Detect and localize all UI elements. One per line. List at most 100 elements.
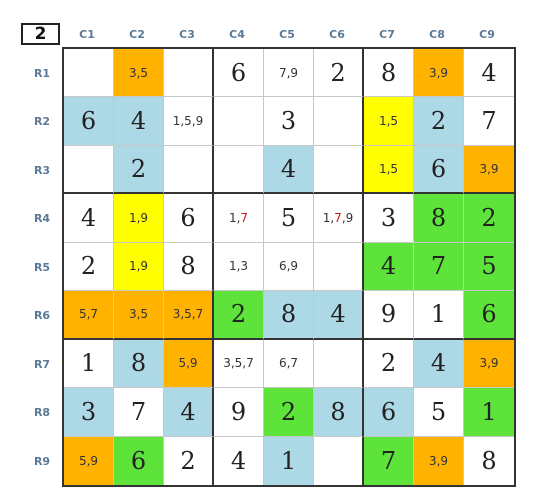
cell-r8c6[interactable]: 8 <box>314 388 364 437</box>
cell-r4c2[interactable]: 1,9 <box>114 194 164 243</box>
cell-value: 1 <box>430 300 447 329</box>
cell-r3c9[interactable]: 3,9 <box>464 145 514 195</box>
cell-r6c5[interactable]: 8 <box>264 291 314 340</box>
cell-r9c6[interactable] <box>314 436 364 485</box>
cell-r1c9[interactable]: 4 <box>464 49 514 98</box>
cell-r6c9[interactable]: 6 <box>464 291 514 340</box>
cell-r5c2[interactable]: 1,9 <box>114 242 164 292</box>
cell-r1c3[interactable] <box>164 49 214 98</box>
cell-r4c4[interactable]: 1,7 <box>214 194 264 243</box>
cell-r5c8[interactable]: 7 <box>414 242 464 292</box>
cell-r9c3[interactable]: 2 <box>164 436 214 485</box>
cell-r6c3[interactable]: 3,5,7 <box>164 291 214 340</box>
cell-value: 9 <box>230 397 247 426</box>
cell-candidates: 1,9 <box>128 259 149 274</box>
cell-r8c4[interactable]: 9 <box>214 388 264 437</box>
cell-r5c1[interactable]: 2 <box>64 242 114 292</box>
cell-r7c3[interactable]: 5,9 <box>164 339 214 389</box>
cell-r8c3[interactable]: 4 <box>164 388 214 437</box>
cell-r2c6[interactable] <box>314 97 364 146</box>
cell-r2c1[interactable]: 6 <box>64 97 114 146</box>
cell-r9c1[interactable]: 5,9 <box>64 436 114 485</box>
cell-r3c7[interactable]: 1,5 <box>364 145 414 195</box>
cell-r6c4[interactable]: 2 <box>214 291 264 340</box>
cell-value: 2 <box>280 397 297 426</box>
cell-r2c8[interactable]: 2 <box>414 97 464 146</box>
row-header-r8: R8 <box>33 406 51 419</box>
cell-r8c9[interactable]: 1 <box>464 388 514 437</box>
cell-r5c4[interactable]: 1,3 <box>214 242 264 292</box>
cell-r1c4[interactable]: 6 <box>214 49 264 98</box>
cell-candidates: 7,9 <box>278 65 299 80</box>
cell-r9c8[interactable]: 3,9 <box>414 436 464 485</box>
cell-value: 2 <box>430 107 447 136</box>
cell-r4c6[interactable]: 1,7,9 <box>314 194 364 243</box>
cell-r3c4[interactable] <box>214 145 264 195</box>
cell-r2c5[interactable]: 3 <box>264 97 314 146</box>
cell-r1c7[interactable]: 8 <box>364 49 414 98</box>
cell-r7c4[interactable]: 3,5,7 <box>214 339 264 389</box>
cell-r4c1[interactable]: 4 <box>64 194 114 243</box>
cell-r6c6[interactable]: 4 <box>314 291 364 340</box>
cell-r7c1[interactable]: 1 <box>64 339 114 389</box>
cell-r1c8[interactable]: 3,9 <box>414 49 464 98</box>
cell-r5c3[interactable]: 8 <box>164 242 214 292</box>
row-header-r3: R3 <box>33 164 51 177</box>
cell-r4c9[interactable]: 2 <box>464 194 514 243</box>
cell-r4c8[interactable]: 8 <box>414 194 464 243</box>
cell-r6c7[interactable]: 9 <box>364 291 414 340</box>
cell-r7c7[interactable]: 2 <box>364 339 414 389</box>
cell-r1c5[interactable]: 7,9 <box>264 49 314 98</box>
cell-value: 6 <box>180 204 196 233</box>
cell-r2c2[interactable]: 4 <box>114 97 164 146</box>
cell-r9c5[interactable]: 1 <box>264 436 314 485</box>
cell-r4c5[interactable]: 5 <box>264 194 314 243</box>
cell-r5c9[interactable]: 5 <box>464 242 514 292</box>
cell-r2c4[interactable] <box>214 97 264 146</box>
cell-r3c3[interactable] <box>164 145 214 195</box>
cell-candidates: 1,7,9 <box>322 211 354 226</box>
cell-r4c7[interactable]: 3 <box>364 194 414 243</box>
cell-r6c2[interactable]: 3,5 <box>114 291 164 340</box>
cell-r1c1[interactable] <box>64 49 114 98</box>
cell-value: 5 <box>280 204 297 233</box>
cell-r3c8[interactable]: 6 <box>414 145 464 195</box>
cell-r3c6[interactable] <box>314 145 364 195</box>
cell-r7c9[interactable]: 3,9 <box>464 339 514 389</box>
cell-r7c6[interactable] <box>314 339 364 389</box>
cell-r8c2[interactable]: 7 <box>114 388 164 437</box>
cell-r3c2[interactable]: 2 <box>114 145 164 195</box>
cell-value: 2 <box>230 300 247 329</box>
cell-r1c6[interactable]: 2 <box>314 49 364 98</box>
cell-r8c8[interactable]: 5 <box>414 388 464 437</box>
cell-r3c1[interactable] <box>64 145 114 195</box>
cell-value: 2 <box>130 155 147 184</box>
cell-r2c9[interactable]: 7 <box>464 97 514 146</box>
cell-value: 8 <box>481 446 497 475</box>
cell-r9c4[interactable]: 4 <box>214 436 264 485</box>
cell-r8c7[interactable]: 6 <box>364 388 414 437</box>
cell-r2c7[interactable]: 1,5 <box>364 97 414 146</box>
cell-r7c8[interactable]: 4 <box>414 339 464 389</box>
cell-r1c2[interactable]: 3,5 <box>114 49 164 98</box>
cell-value: 4 <box>330 300 346 329</box>
cell-r8c5[interactable]: 2 <box>264 388 314 437</box>
cell-r2c3[interactable]: 1,5,9 <box>164 97 214 146</box>
cell-r9c7[interactable]: 7 <box>364 436 414 485</box>
cell-r9c9[interactable]: 8 <box>464 436 514 485</box>
cell-r5c7[interactable]: 4 <box>364 242 414 292</box>
cell-r4c3[interactable]: 6 <box>164 194 214 243</box>
cell-r9c2[interactable]: 6 <box>114 436 164 485</box>
cell-candidates: 1,9 <box>128 211 149 226</box>
cell-r8c1[interactable]: 3 <box>64 388 114 437</box>
cell-r6c8[interactable]: 1 <box>414 291 464 340</box>
cell-value: 8 <box>180 252 196 281</box>
cell-r3c5[interactable]: 4 <box>264 145 314 195</box>
column-header-c2: C2 <box>129 28 145 41</box>
cell-value: 8 <box>330 397 346 426</box>
cell-r5c6[interactable] <box>314 242 364 292</box>
cell-r7c5[interactable]: 6,7 <box>264 339 314 389</box>
cell-r6c1[interactable]: 5,7 <box>64 291 114 340</box>
cell-r7c2[interactable]: 8 <box>114 339 164 389</box>
cell-r5c5[interactable]: 6,9 <box>264 242 314 292</box>
